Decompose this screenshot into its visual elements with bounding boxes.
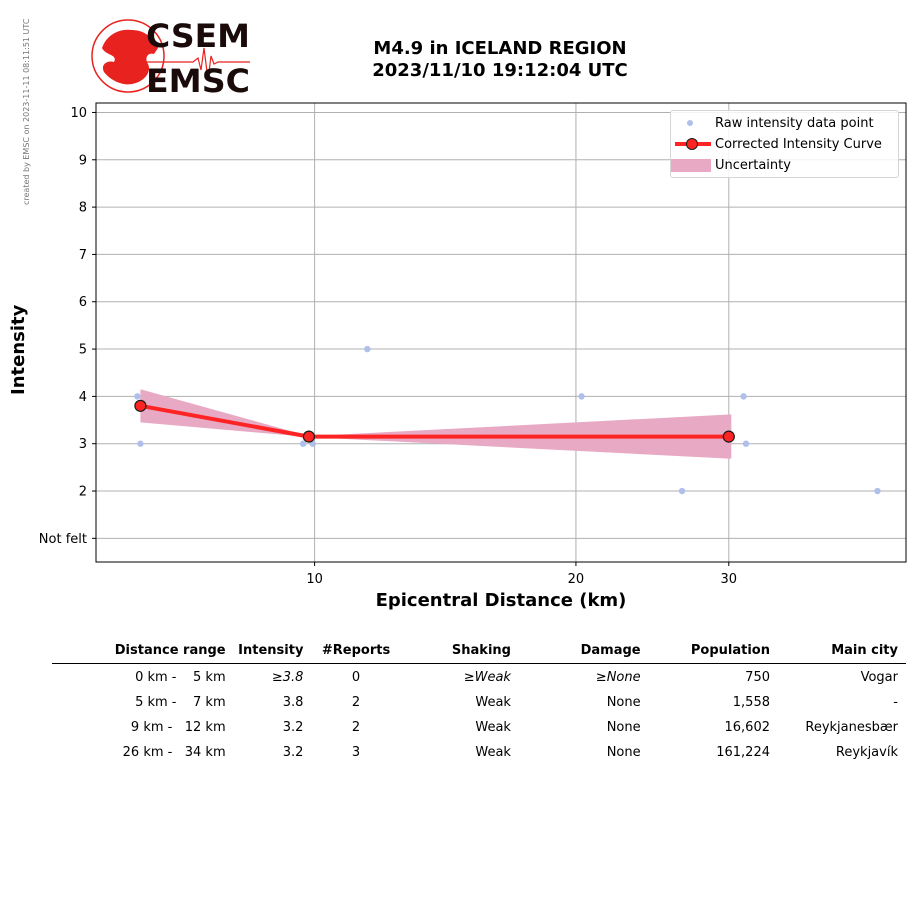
legend-item-raw: Raw intensity data point — [671, 114, 874, 132]
legend-swatch-raw — [671, 114, 711, 132]
table-row: 5 km - 7 km 3.8 2 Weak None 1,558 - — [52, 689, 906, 714]
cell-damage: None — [606, 719, 641, 735]
cell-damage: None — [606, 744, 641, 760]
cell-reports: 2 — [351, 694, 361, 710]
table-row: 0 km - 5 km ≥3.8 0 ≥Weak ≥None 750 Vogar — [52, 664, 906, 690]
x-axis-label: Epicentral Distance (km) — [375, 590, 627, 611]
cell-shaking: Weak — [475, 719, 511, 735]
y-tick-label: 4 — [79, 390, 87, 405]
cell-damage: ≥None — [595, 669, 641, 685]
grid-layer — [96, 103, 906, 562]
header-main-city: Main city — [778, 640, 906, 664]
header-shaking: Shaking — [408, 640, 519, 664]
cell-population: 750 — [745, 669, 770, 685]
logo-globe-ring — [91, 19, 165, 93]
logo-text-csem: CSEM — [146, 18, 250, 55]
cell-range: 26 km - 34 km — [122, 744, 226, 760]
y-tick-label: 8 — [79, 201, 87, 216]
cell-population: 1,558 — [732, 694, 770, 710]
cell-damage: None — [606, 694, 641, 710]
raw-data-point — [740, 393, 747, 400]
x-tick-label: 10 — [306, 572, 323, 587]
emsc-logo: CSEM EMSC — [91, 18, 250, 98]
tick-layer: Not felt 2 3 4 5 6 7 8 9 10 10 20 30 — [39, 106, 737, 587]
y-tick-label: 7 — [79, 248, 87, 263]
legend-item-uncertainty: Uncertainty — [671, 156, 791, 174]
cell-range: 9 km - 12 km — [130, 719, 226, 735]
raw-data-point — [578, 393, 585, 400]
cell-intensity: 3.2 — [282, 744, 304, 760]
cell-reports: 3 — [351, 744, 361, 760]
header-intensity: Intensity — [233, 640, 312, 664]
cell-population: 161,224 — [716, 744, 770, 760]
legend-item-curve: Corrected Intensity Curve — [671, 135, 882, 153]
cell-city: Reykjavík — [835, 744, 898, 760]
legend-label-raw: Raw intensity data point — [715, 115, 874, 131]
curve-marker — [302, 430, 316, 443]
x-tick-label: 20 — [568, 572, 585, 587]
y-tick-label: 6 — [79, 295, 87, 310]
y-tick-label: 10 — [70, 106, 87, 121]
y-tick-label: 3 — [79, 437, 87, 452]
legend-swatch-uncertainty — [671, 156, 711, 174]
header-damage: Damage — [518, 640, 649, 664]
logo-text-emsc: EMSC — [146, 62, 250, 98]
y-axis-label: Intensity — [8, 304, 29, 395]
raw-points-layer — [134, 345, 881, 495]
chart-title-event: M4.9 in ICELAND REGION — [373, 38, 627, 59]
cell-range: 5 km - 7 km — [135, 694, 226, 710]
y-tick-label: 5 — [79, 343, 87, 358]
legend-label-curve: Corrected Intensity Curve — [715, 136, 882, 152]
header-reports: #Reports — [311, 640, 409, 664]
cell-reports: 0 — [351, 669, 361, 685]
y-tick-label: 9 — [79, 153, 87, 168]
cell-population: 16,602 — [724, 719, 771, 735]
y-tick-label: Not felt — [39, 532, 87, 547]
intensity-chart: Not felt 2 3 4 5 6 7 8 9 10 10 20 30 — [39, 102, 907, 587]
chart-title: M4.9 in ICELAND REGION 2023/11/10 19:12:… — [300, 38, 700, 82]
cell-intensity: 3.2 — [282, 719, 304, 735]
raw-data-point — [678, 487, 686, 495]
legend: Raw intensity data point Corrected Inten… — [670, 110, 899, 178]
raw-data-point — [134, 393, 141, 400]
cell-city: - — [893, 694, 898, 710]
cell-range: 0 km - 5 km — [135, 669, 226, 685]
raw-data-point — [742, 440, 750, 447]
header-population: Population — [648, 640, 778, 664]
header-distance-range: Distance range — [52, 640, 234, 664]
raw-data-point — [874, 487, 881, 495]
cell-city: Reykjanesbær — [805, 719, 898, 735]
raw-data-point — [137, 440, 144, 447]
intensity-summary-table: Distance range Intensity #Reports Shakin… — [52, 640, 906, 764]
cell-intensity: ≥3.8 — [271, 669, 304, 685]
table-row: 9 km - 12 km 3.2 2 Weak None 16,602 Reyk… — [52, 714, 906, 739]
legend-label-uncertainty: Uncertainty — [715, 157, 791, 173]
y-tick-label: 2 — [79, 485, 87, 500]
chart-title-time: 2023/11/10 19:12:04 UTC — [372, 60, 628, 81]
raw-data-point — [364, 345, 371, 353]
curve-marker — [134, 399, 147, 412]
logo-seismogram — [138, 47, 250, 81]
curve-layer — [134, 399, 735, 443]
cell-shaking: Weak — [475, 694, 511, 710]
x-tick-label: 30 — [721, 572, 738, 587]
cell-intensity: 3.8 — [282, 694, 304, 710]
cell-shaking: ≥Weak — [463, 669, 511, 685]
cell-reports: 2 — [351, 719, 361, 735]
table-row: 26 km - 34 km 3.2 3 Weak None 161,224 Re… — [52, 739, 906, 764]
cell-shaking: Weak — [475, 744, 511, 760]
legend-swatch-curve — [671, 135, 711, 153]
logo-globe-map — [102, 29, 158, 85]
raw-data-point — [299, 440, 307, 447]
cell-city: Vogar — [860, 669, 898, 685]
curve-marker — [722, 430, 735, 443]
table-header-row: Distance range Intensity #Reports Shakin… — [52, 640, 906, 664]
plot-frame — [95, 102, 907, 563]
uncertainty-band — [140, 389, 732, 459]
uncertainty-layer — [140, 389, 732, 459]
